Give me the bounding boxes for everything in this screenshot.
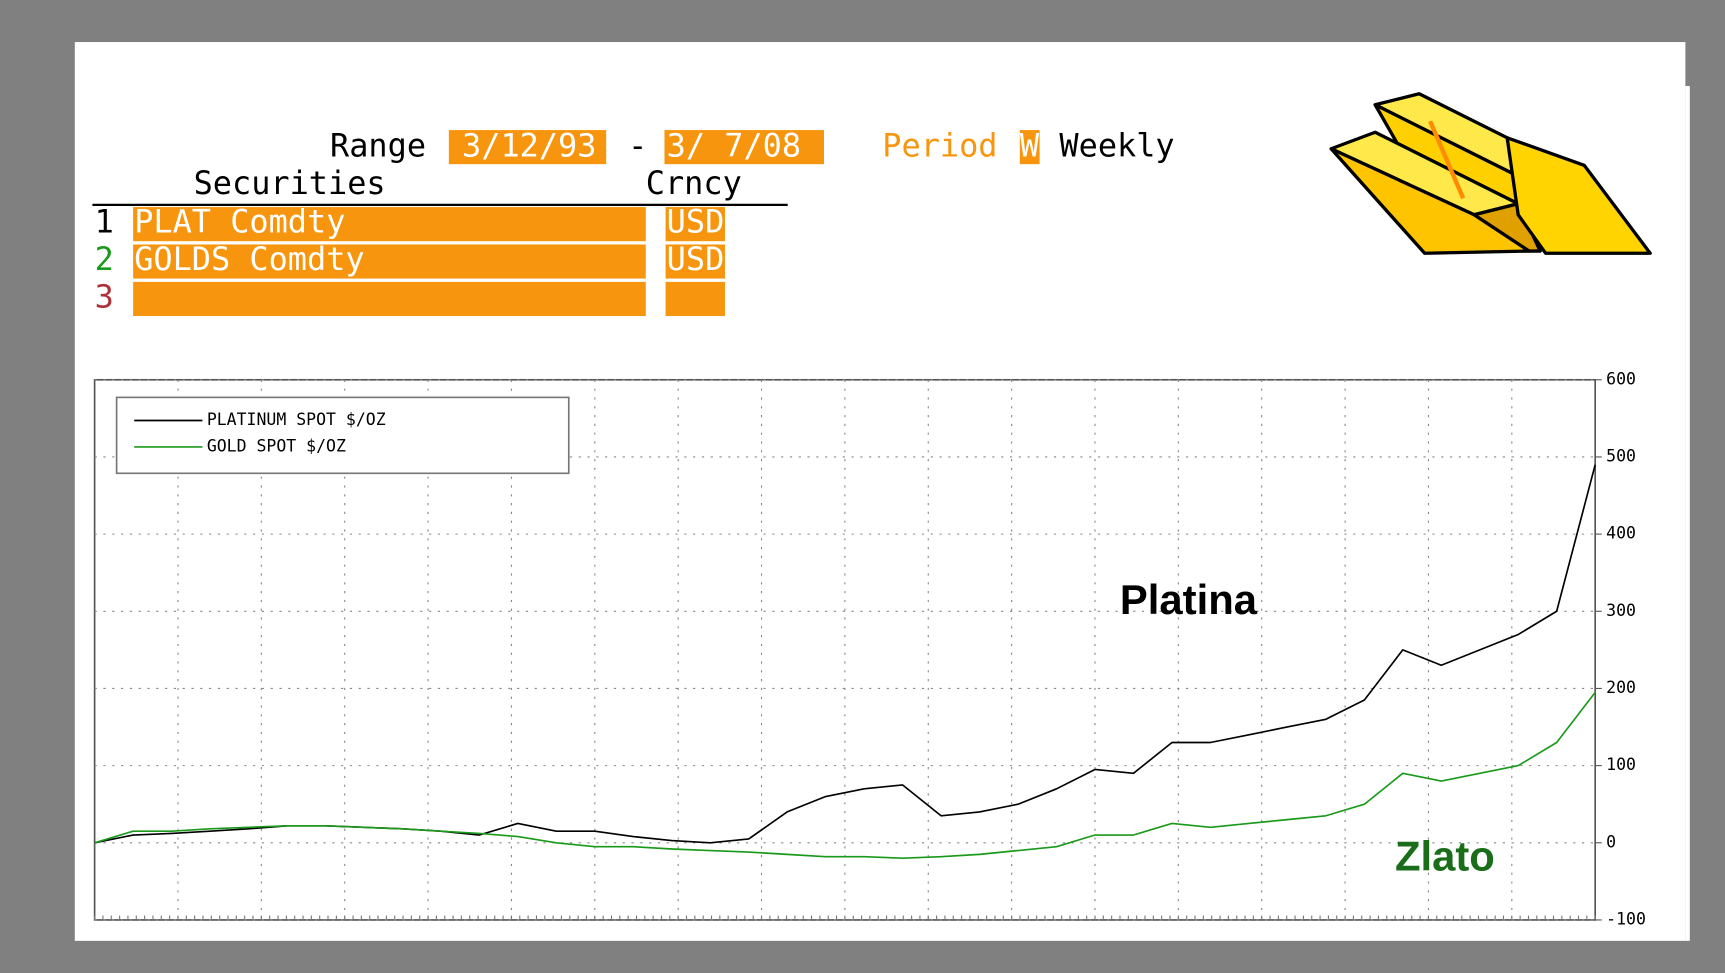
row-number: 2	[95, 240, 114, 278]
plot	[94, 379, 1602, 921]
y-tick-label: 500	[1606, 446, 1636, 465]
currency[interactable]: USD	[667, 240, 725, 278]
legend-label: GOLD SPOT $/OZ	[207, 436, 346, 455]
currency-header: Crncy	[646, 164, 742, 202]
legend: PLATINUM SPOT $/OZ GOLD SPOT $/OZ	[115, 396, 570, 475]
field-box[interactable]	[665, 207, 725, 242]
field-box[interactable]	[133, 244, 646, 279]
row-number: 3	[95, 277, 114, 315]
slide-edge	[1685, 86, 1690, 941]
period-code[interactable]: W	[1020, 127, 1040, 165]
y-tick-label: 300	[1606, 601, 1636, 620]
field-box[interactable]	[133, 207, 646, 242]
securities-header: Securities	[194, 164, 386, 202]
range-sep: -	[628, 127, 647, 165]
period-name: Weekly	[1059, 127, 1174, 165]
y-tick-label: 600	[1606, 369, 1636, 388]
gold-bars-icon	[1329, 92, 1652, 255]
form: Range 3/12/93 - 3/ 7/08 Period W Weekly …	[92, 127, 1175, 316]
annotation: Platina	[1120, 576, 1258, 623]
range-start[interactable]: 3/12/93	[462, 127, 596, 165]
field-box[interactable]	[448, 130, 607, 165]
field-box[interactable]	[665, 281, 725, 316]
y-tick-label: 200	[1606, 678, 1636, 697]
y-tick-label: 100	[1606, 755, 1636, 774]
range-label: Range	[330, 127, 426, 165]
field-box[interactable]	[665, 244, 725, 279]
legend-label: PLATINUM SPOT $/OZ	[207, 410, 386, 429]
annotation: Zlato	[1395, 832, 1495, 879]
y-tick-label: 0	[1606, 832, 1616, 851]
row-number: 1	[95, 203, 114, 241]
field-box[interactable]	[1019, 130, 1040, 165]
y-tick-label: -100	[1606, 909, 1646, 928]
field-box[interactable]	[664, 130, 824, 165]
field-box[interactable]	[133, 281, 646, 316]
security[interactable]: PLAT Comdty	[134, 203, 345, 241]
currency[interactable]: USD	[667, 203, 725, 241]
series-line	[94, 691, 1596, 860]
y-tick-label: 400	[1606, 524, 1636, 543]
legend-box	[115, 396, 570, 475]
security[interactable]: GOLDS Comdty	[134, 240, 364, 278]
period-label: Period	[882, 127, 997, 165]
range-end[interactable]: 3/ 7/08	[667, 127, 801, 165]
